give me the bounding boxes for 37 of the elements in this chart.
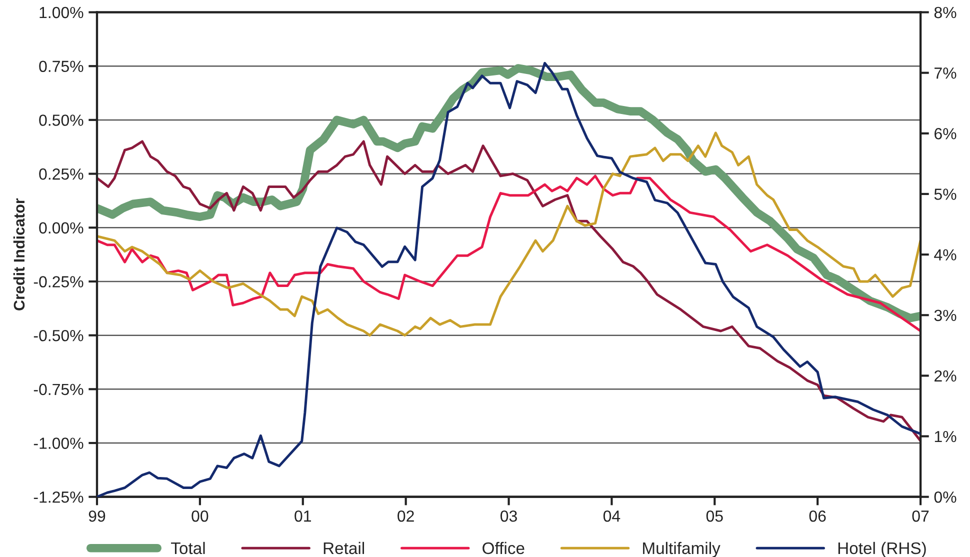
- y-axis-title: Credit Indicator: [13, 198, 25, 310]
- x-tick-label: 07: [912, 510, 929, 522]
- line-series: [97, 132, 921, 337]
- x-tick-label: 99: [88, 510, 106, 522]
- x-tick-label: 03: [500, 510, 517, 522]
- y2-tick-label: 0%: [934, 491, 956, 503]
- legend-label: Hotel (RHS): [838, 542, 926, 557]
- legend-label: Total: [171, 542, 205, 554]
- y2-tick-label: 1%: [934, 430, 956, 442]
- y-tick-label: -1.00%: [34, 438, 84, 449]
- x-tick-label: 01: [294, 510, 311, 522]
- y2-tick-label: 7%: [934, 68, 956, 79]
- y-tick-label: 0.00%: [39, 222, 84, 234]
- y2-tick-label: 2%: [934, 370, 956, 382]
- legend-label: Multifamily: [643, 542, 720, 557]
- y-tick-label: 0.50%: [39, 114, 84, 126]
- y-tick-label: -1.25%: [34, 491, 84, 503]
- y-tick-label: 1.00%: [40, 6, 84, 18]
- line-series: [97, 140, 921, 442]
- x-tick-label: 04: [603, 510, 620, 522]
- y-tick-label: 0.25%: [39, 168, 84, 180]
- legend-label: Retail: [324, 542, 364, 554]
- x-tick-label: 00: [192, 510, 208, 522]
- y2-tick-label: 5%: [934, 188, 956, 200]
- y-tick-label: -0.75%: [34, 384, 84, 396]
- x-tick-label: 05: [706, 510, 723, 522]
- y-tick-label: -0.25%: [34, 276, 84, 288]
- y2-tick-label: 6%: [934, 128, 956, 140]
- x-tick-label: 02: [398, 510, 414, 522]
- x-tick-label: 06: [809, 510, 826, 522]
- y-tick-label: -0.50%: [34, 330, 84, 342]
- line-series: [97, 174, 921, 332]
- y2-tick-label: 4%: [934, 249, 956, 260]
- y2-tick-label: 3%: [934, 310, 956, 322]
- y2-tick-label: 8%: [934, 6, 956, 18]
- y-tick-label: 0.75%: [39, 60, 84, 72]
- legend-label: Office: [482, 542, 524, 554]
